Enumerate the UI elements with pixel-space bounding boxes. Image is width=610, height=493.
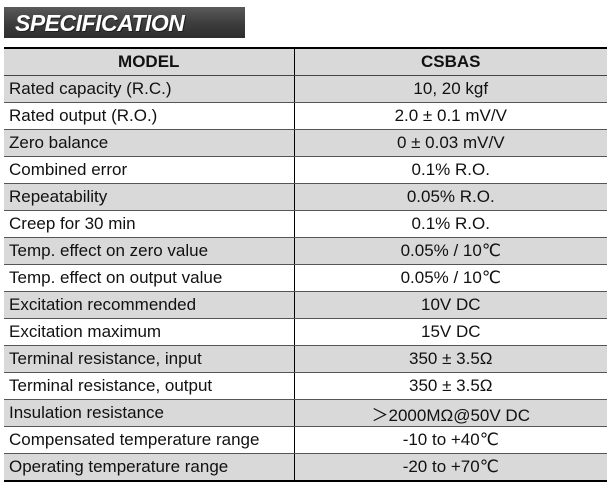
table-row: Terminal resistance, output 350 ± 3.5Ω (4, 372, 607, 400)
model-header-value: CSBAS (294, 47, 607, 76)
table-row: Rated capacity (R.C.) 10, 20 kgf (4, 75, 607, 103)
spec-item-label: Zero balance (4, 129, 295, 157)
spec-table: MODEL CSBAS Rated capacity (R.C.) 10, 20 … (4, 47, 607, 482)
spec-table-body: Rated capacity (R.C.) 10, 20 kgf Rated out… (4, 75, 607, 482)
spec-item-label: Compensated temperature range (4, 426, 295, 454)
spec-item-value: 0.1% R.O. (294, 156, 607, 184)
spec-item-value: 0 ± 0.03 mV/V (294, 129, 607, 157)
spec-item-value: 10, 20 kgf (294, 75, 607, 103)
table-row: Insulation resistance ＞2000MΩ@50V DC (4, 399, 607, 427)
spec-item-value: 15V DC (294, 318, 607, 346)
spec-item-value: 10V DC (294, 291, 607, 319)
spec-item-label: Repeatability (4, 183, 295, 211)
spec-item-label: Temp. effect on zero value (4, 237, 295, 265)
table-row: Compensated temperature range -10 to +40℃ (4, 426, 607, 454)
table-row: Terminal resistance, input 350 ± 3.5Ω (4, 345, 607, 373)
spec-item-label: Excitation recommended (4, 291, 295, 319)
spec-item-value: 0.05% / 10℃ (294, 237, 607, 265)
table-row: Repeatability 0.05% R.O. (4, 183, 607, 211)
spec-item-value: 350 ± 3.5Ω (294, 372, 607, 400)
table-header-row: MODEL CSBAS (4, 47, 607, 76)
banner-title: SPECIFICATION (15, 10, 185, 36)
spec-item-value: 0.05% / 10℃ (294, 264, 607, 292)
table-row: Rated output (R.O.) 2.0 ± 0.1 mV/V (4, 102, 607, 130)
table-row: Excitation maximum 15V DC (4, 318, 607, 346)
spec-item-label: Rated output (R.O.) (4, 102, 295, 130)
spec-item-value: -10 to +40℃ (294, 426, 607, 454)
table-row: Zero balance 0 ± 0.03 mV/V (4, 129, 607, 157)
table-row: Combined error 0.1% R.O. (4, 156, 607, 184)
spec-item-label: Combined error (4, 156, 295, 184)
spec-item-value: 350 ± 3.5Ω (294, 345, 607, 373)
spec-item-value: 0.1% R.O. (294, 210, 607, 238)
table-row: Creep for 30 min 0.1% R.O. (4, 210, 607, 238)
spec-item-label: Operating temperature range (4, 453, 295, 482)
spec-item-value: 0.05% R.O. (294, 183, 607, 211)
table-row: Excitation recommended 10V DC (4, 291, 607, 319)
spec-item-label: Excitation maximum (4, 318, 295, 346)
spec-item-label: Insulation resistance (4, 399, 295, 427)
spec-item-label: Temp. effect on output value (4, 264, 295, 292)
spec-item-value: -20 to +70℃ (294, 453, 607, 482)
spec-item-label: Creep for 30 min (4, 210, 295, 238)
table-row: Temp. effect on output value 0.05% / 10℃ (4, 264, 607, 292)
spec-item-label: Terminal resistance, input (4, 345, 295, 373)
table-row: Temp. effect on zero value 0.05% / 10℃ (4, 237, 607, 265)
spec-item-value: 2.0 ± 0.1 mV/V (294, 102, 607, 130)
spec-item-value: ＞2000MΩ@50V DC (294, 399, 607, 427)
spec-item-label: Terminal resistance, output (4, 372, 295, 400)
spec-item-label: Rated capacity (R.C.) (4, 75, 295, 103)
spec-banner: SPECIFICATION (4, 7, 245, 38)
model-header-label: MODEL (4, 47, 295, 76)
table-row: Operating temperature range -20 to +70℃ (4, 453, 607, 482)
